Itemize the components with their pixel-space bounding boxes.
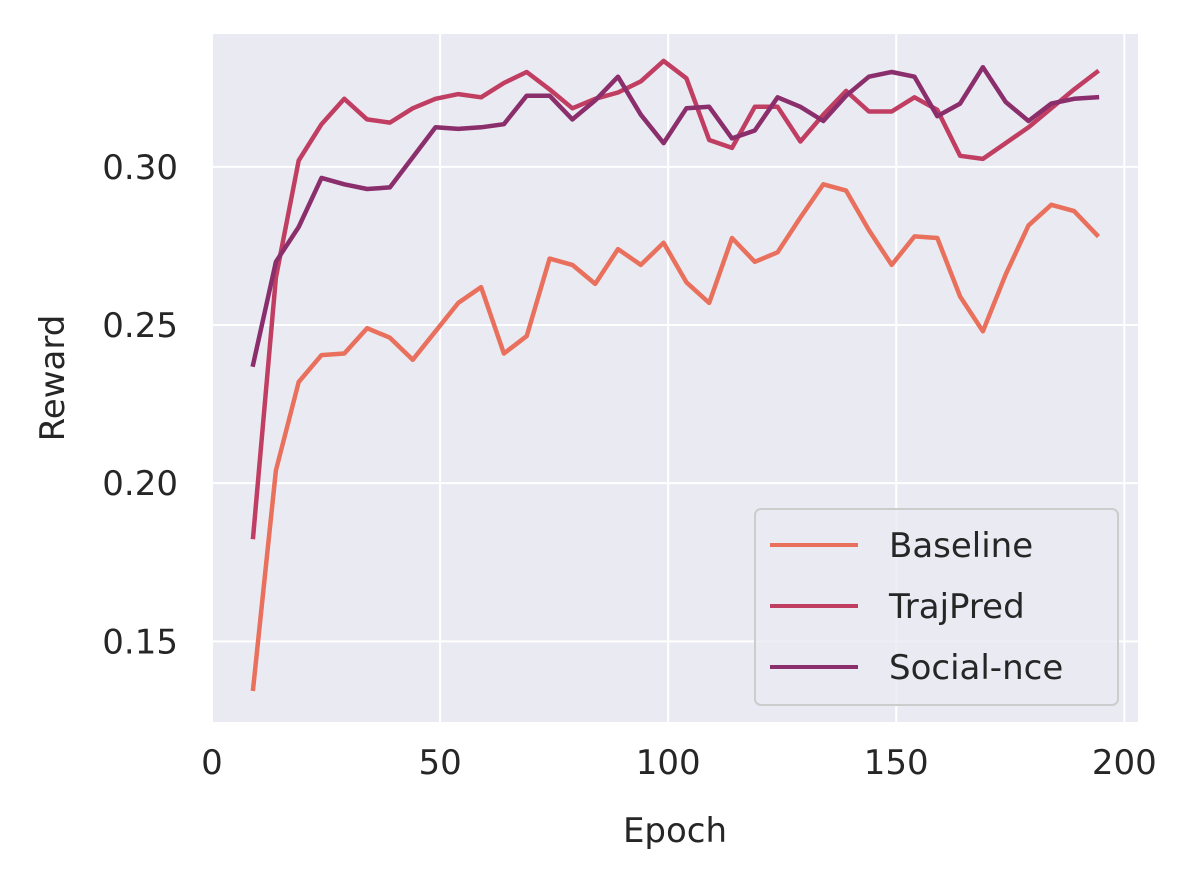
- x-tick-label: 0: [201, 743, 223, 783]
- legend: Baseline TrajPred Social-nce: [754, 508, 1119, 706]
- series-line-baseline: [250, 182, 1101, 692]
- y-axis-title: Reward: [33, 315, 73, 442]
- series-line-trajpred: [250, 58, 1101, 540]
- legend-label-baseline: Baseline: [889, 526, 1033, 566]
- x-axis-title: Epoch: [623, 811, 727, 851]
- legend-label-social-nce: Social-nce: [889, 648, 1063, 688]
- legend-box: [754, 508, 1119, 706]
- y-tick-label: 0.30: [102, 148, 178, 188]
- x-tick-label: 100: [636, 743, 701, 783]
- y-tick-label: 0.20: [102, 464, 178, 504]
- y-tick-label: 0.15: [102, 622, 178, 662]
- x-tick-label: 50: [418, 743, 461, 783]
- x-tick-label: 150: [864, 743, 929, 783]
- legend-label-trajpred: TrajPred: [888, 587, 1025, 627]
- x-tick-label: 200: [1092, 743, 1157, 783]
- y-tick-label: 0.25: [102, 306, 178, 346]
- tick-labels: 0 50 100 150 200 0.15 0.20 0.25 0.30: [102, 148, 1156, 783]
- series-line-social-nce: [250, 64, 1100, 368]
- series-lines: [250, 58, 1101, 692]
